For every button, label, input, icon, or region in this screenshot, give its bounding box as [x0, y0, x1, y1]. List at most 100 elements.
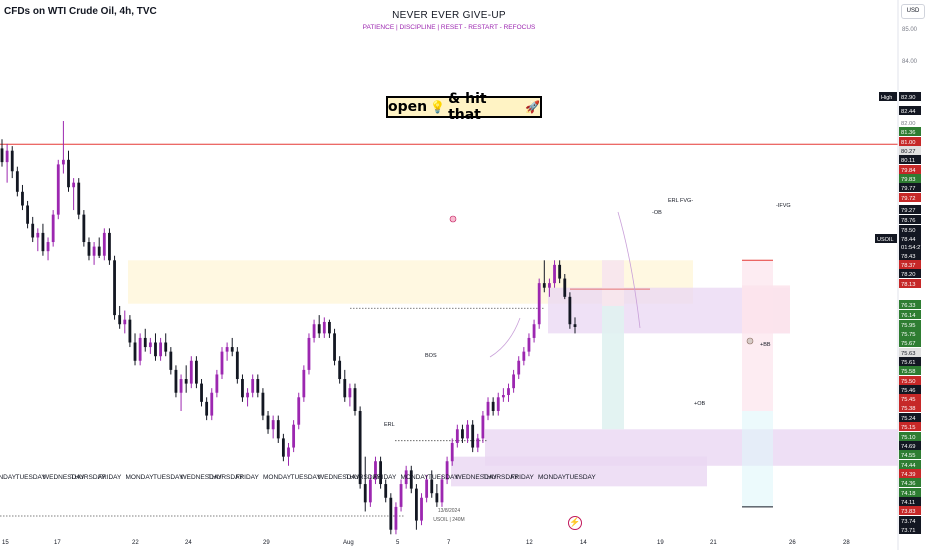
price-label-bg	[899, 174, 921, 183]
candle-body	[41, 232, 45, 252]
candle-body	[368, 479, 372, 503]
banner-text: open	[388, 99, 428, 115]
candle-body	[169, 351, 173, 370]
candle-body	[92, 246, 96, 256]
price-label-bg	[899, 460, 921, 469]
price-label-bg	[899, 422, 921, 431]
price-label-bg	[899, 357, 921, 366]
candle-body	[138, 337, 142, 361]
candle-body	[174, 369, 178, 393]
candle-body	[0, 148, 4, 163]
x-day-label: TUESDAY	[291, 474, 322, 481]
symbol-tag	[875, 234, 897, 243]
price-label: 75.10	[901, 435, 916, 441]
price-label: 75.58	[901, 369, 916, 375]
price-label-bg	[899, 441, 921, 450]
candle-body	[276, 420, 280, 439]
candle-body	[450, 442, 454, 462]
candle-body	[384, 484, 388, 498]
candle-body	[568, 296, 572, 325]
currency-button[interactable]: USD	[901, 4, 925, 19]
candle-body	[256, 379, 260, 393]
price-label-bg	[899, 488, 921, 497]
candle-body	[61, 159, 65, 165]
candle-body	[287, 447, 290, 457]
candle-body	[113, 260, 116, 316]
price-label-bg	[899, 478, 921, 487]
candle-body	[343, 379, 347, 398]
candle-body	[425, 479, 429, 498]
candle-body	[563, 278, 567, 297]
candle-body	[532, 324, 536, 338]
price-label-bg	[899, 269, 921, 278]
price-label-bg	[899, 193, 921, 202]
price-label-bg	[899, 118, 921, 127]
x-day-label: FRIDAY	[373, 474, 397, 481]
price-label-bg	[899, 155, 921, 164]
candle-body	[21, 191, 24, 206]
candle-body	[338, 360, 342, 380]
candle-body	[414, 488, 418, 521]
candle-body	[307, 337, 311, 370]
price-label-bg	[899, 225, 921, 234]
lightbulb-icon: 💡	[430, 100, 446, 114]
candle-body	[430, 479, 434, 494]
candle-body	[420, 497, 423, 521]
candle-body	[143, 337, 147, 348]
candle-body	[409, 470, 413, 489]
lightning-icon[interactable]: ⚡	[568, 516, 582, 530]
price-label: 74.36	[901, 481, 916, 487]
candle-body	[67, 159, 70, 188]
x-day-label: FRIDAY	[511, 474, 535, 481]
price-label: 73.71	[901, 528, 916, 534]
candle-body	[389, 497, 393, 530]
projection-curve	[617, 211, 641, 329]
x-date-label: 29	[263, 540, 270, 546]
x-day-label: MONDAY	[401, 474, 430, 481]
candle-body	[251, 379, 255, 393]
x-day-label: THURSDAY	[71, 474, 107, 481]
annotation-label: ERL FVG-	[668, 198, 693, 204]
candle-body	[496, 397, 500, 411]
price-label: 76.33	[901, 303, 916, 309]
candle-body	[379, 461, 382, 485]
candle-body	[507, 388, 510, 396]
price-label: 81.00	[901, 140, 916, 146]
candle-body	[466, 424, 469, 439]
candle-body	[527, 337, 531, 352]
price-label-bg	[899, 183, 921, 192]
chart-title: CFDs on WTI Crude Oil, 4h, TVC	[4, 6, 157, 17]
price-label-bg	[899, 320, 921, 329]
price-label: 78.20	[901, 272, 916, 278]
candle-body	[328, 321, 331, 334]
candle-body	[471, 424, 475, 448]
price-label: 79.83	[901, 177, 916, 183]
marker-icon	[746, 337, 754, 345]
price-label: 78.43	[901, 254, 916, 260]
candle-body	[481, 415, 485, 439]
price-label-bg	[899, 127, 921, 136]
watermark-date: 13/8/2024	[437, 508, 461, 514]
header-subtitle: PATIENCE | DISCIPLINE | RESET - RESTART …	[362, 24, 536, 31]
price-label-bg	[899, 516, 921, 525]
high-tag-label: High	[881, 95, 892, 101]
x-day-label: WEDNESDAY	[318, 474, 360, 481]
price-label: 80.27	[901, 149, 916, 155]
watermark-symbol: USOIL | 240M	[433, 517, 465, 523]
price-label: 74.55	[901, 453, 916, 459]
candle-body	[435, 493, 439, 503]
candle-body	[82, 214, 86, 243]
price-label: 74.69	[901, 444, 916, 450]
annotation-label: +BB	[760, 342, 771, 348]
candle-body	[517, 360, 521, 375]
candle-body	[123, 319, 127, 325]
price-label: 78.13	[901, 282, 916, 288]
candle-body	[333, 333, 336, 361]
candle-body	[87, 242, 91, 256]
price-label-bg	[899, 260, 921, 269]
price-label: 78.37	[901, 263, 916, 269]
y-tick-label: 85.00	[902, 27, 918, 33]
candle-body	[394, 506, 398, 530]
price-label: 73.83	[901, 509, 916, 515]
